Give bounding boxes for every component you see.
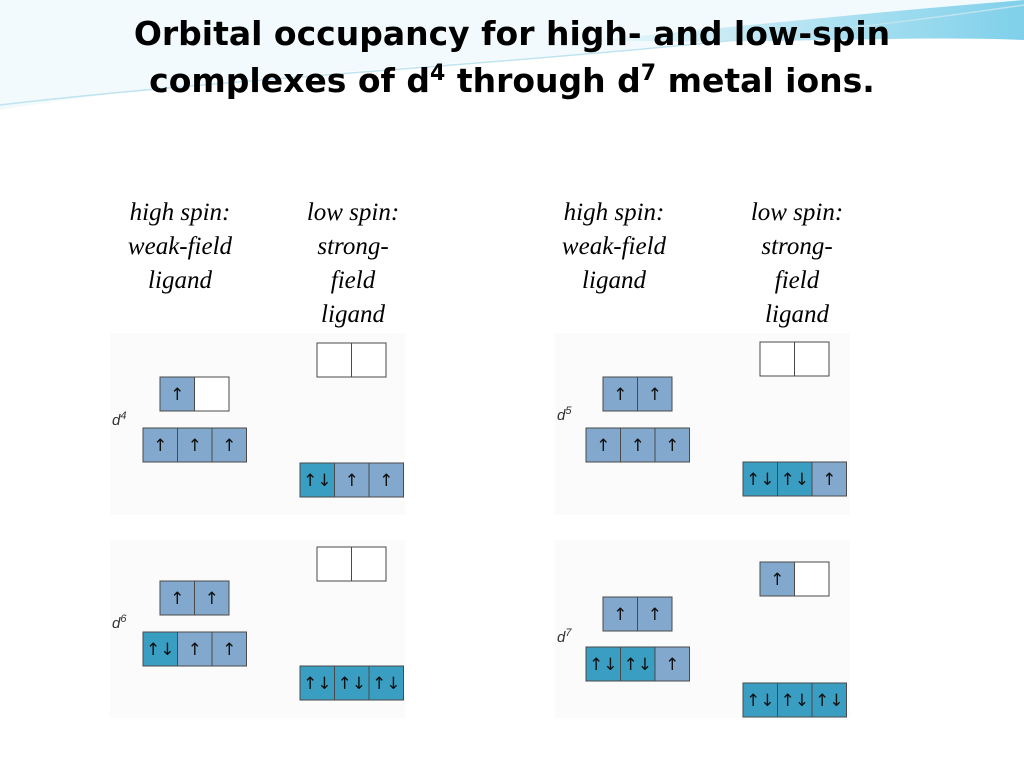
ion-base: d: [557, 407, 566, 424]
orbital-box: [654, 427, 690, 463]
electron-arrows: ↑: [613, 385, 627, 405]
electron-arrows: ↑↓: [303, 471, 332, 491]
ion-label: d6: [112, 613, 127, 632]
title-line: Orbital occupancy for high- and low-spin: [134, 14, 890, 53]
electron-arrows: ↑: [822, 470, 836, 490]
column-header: field: [331, 267, 376, 294]
orbital-box: [811, 682, 847, 718]
electron-arrows: ↑: [170, 589, 184, 609]
title-line: complexes of d4 through d7 metal ions.: [149, 61, 875, 100]
column-header: ligand: [765, 301, 829, 328]
ion-label: d7: [557, 627, 572, 646]
electron-arrows: ↑: [770, 570, 784, 590]
orbital-box: [794, 341, 830, 377]
ion-sup: 7: [565, 627, 572, 639]
electron-arrows: ↑↓: [781, 470, 810, 490]
electron-arrows: ↑↓: [338, 674, 367, 694]
orbital-box: [637, 596, 673, 632]
column-header: ligand: [321, 301, 385, 328]
electron-arrows: ↑: [648, 385, 662, 405]
electron-arrows: ↑: [188, 640, 202, 660]
orbital-box: [777, 461, 813, 497]
electron-arrows: ↑: [596, 436, 610, 456]
electron-arrows: ↑↓: [589, 655, 618, 675]
orbital-box: [177, 631, 213, 667]
orbital-box: [334, 462, 370, 498]
electron-arrows: ↑: [631, 436, 645, 456]
column-header: high spin:: [130, 199, 231, 226]
electron-arrows: ↑↓: [746, 470, 775, 490]
orbital-box: [654, 646, 690, 682]
orbital-box: [299, 462, 335, 498]
electron-arrows: ↑: [379, 471, 393, 491]
ion-sup: 5: [565, 405, 572, 417]
column-header: low spin:: [307, 199, 399, 226]
column-header: low spin:: [751, 199, 843, 226]
electron-arrows: ↑: [665, 436, 679, 456]
orbital-box: [194, 580, 230, 616]
column-header: weak-field: [128, 233, 233, 260]
orbital-box: [142, 427, 178, 463]
orbital-box: [211, 427, 247, 463]
wave-line: [0, 4, 1024, 106]
electron-arrows: ↑↓: [372, 674, 401, 694]
electron-arrows: ↑↓: [624, 655, 653, 675]
electron-arrows: ↑: [222, 640, 236, 660]
orbital-box: [585, 427, 621, 463]
orbital-box: [585, 646, 621, 682]
ion-sup: 4: [120, 410, 126, 422]
electron-arrows: ↑↓: [746, 691, 775, 711]
ion-label: d5: [557, 405, 572, 424]
electron-arrows: ↑: [153, 436, 167, 456]
column-header: strong-: [761, 233, 832, 260]
ion-sup: 6: [120, 613, 127, 625]
electron-arrows: ↑↓: [781, 691, 810, 711]
orbital-box: [777, 682, 813, 718]
orbital-box: [794, 561, 830, 597]
electron-arrows: ↑: [345, 471, 359, 491]
orbital-box: [811, 461, 847, 497]
orbital-box: [759, 341, 795, 377]
column-header: ligand: [582, 267, 646, 294]
orbital-box: [368, 462, 404, 498]
electron-arrows: ↑: [188, 436, 202, 456]
column-header: ligand: [148, 267, 212, 294]
column-header: high spin:: [564, 199, 665, 226]
orbital-box: [316, 342, 352, 378]
column-header: weak-field: [562, 233, 667, 260]
orbital-box: [620, 646, 656, 682]
orbital-box: [316, 546, 352, 582]
ion-label: d4: [112, 410, 126, 429]
orbital-box: [368, 665, 404, 701]
orbital-box: [637, 376, 673, 412]
electron-arrows: ↑: [205, 589, 219, 609]
electron-arrows: ↑: [613, 605, 627, 625]
orbital-box: [742, 461, 778, 497]
electron-arrows: ↑: [648, 605, 662, 625]
orbital-box: [602, 376, 638, 412]
orbital-box: [351, 342, 387, 378]
wave-decoration: [600, 0, 1024, 42]
orbital-box: [159, 376, 195, 412]
electron-arrows: ↑: [222, 436, 236, 456]
electron-arrows: ↑↓: [303, 674, 332, 694]
orbital-box: [177, 427, 213, 463]
diagram: high spin: weak-field ligand low spin: stron…: [110, 199, 850, 718]
column-header: field: [775, 267, 820, 294]
orbital-box: [211, 631, 247, 667]
ion-base: d: [112, 412, 121, 429]
electron-arrows: ↑: [170, 385, 184, 405]
electron-arrows: ↑↓: [815, 691, 844, 711]
orbital-box: [351, 546, 387, 582]
orbital-box: [759, 561, 795, 597]
column-header: strong-: [317, 233, 388, 260]
orbital-box: [194, 376, 230, 412]
ion-base: d: [112, 615, 121, 632]
ion-base: d: [557, 629, 566, 646]
orbital-box: [159, 580, 195, 616]
electron-arrows: ↑↓: [146, 640, 175, 660]
electron-arrows: ↑: [665, 655, 679, 675]
orbital-box: [142, 631, 178, 667]
